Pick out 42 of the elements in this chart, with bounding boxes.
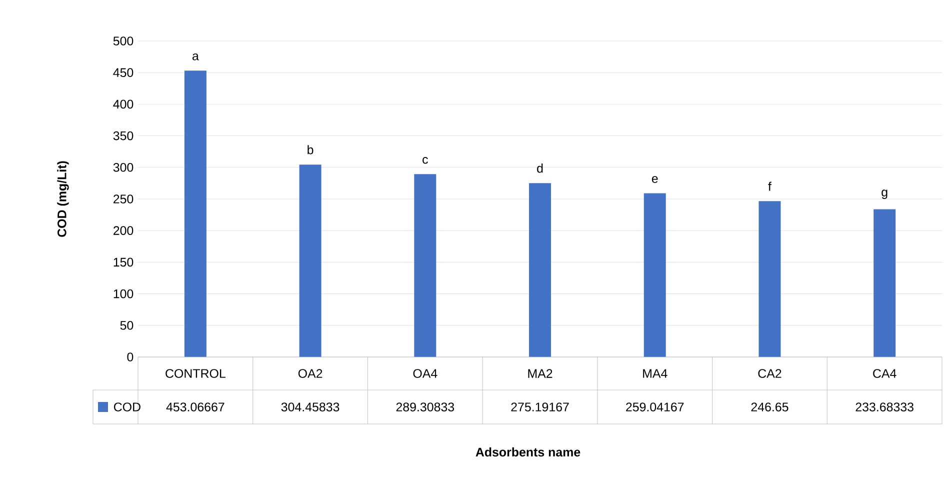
bar — [299, 164, 322, 357]
data-label: 453.06667 — [166, 402, 224, 412]
y-tick-label: 450 — [113, 68, 134, 77]
data-label: 289.30833 — [396, 402, 454, 412]
x-tick-label: CA2 — [758, 369, 782, 378]
y-tick-label: 350 — [113, 131, 134, 140]
data-label: 246.65 — [751, 402, 788, 412]
y-tick-label: 200 — [114, 226, 134, 235]
x-tick-label: CONTROL — [166, 369, 226, 378]
y-tick-label: 50 — [120, 320, 134, 330]
annotation: b — [308, 145, 314, 154]
bar — [414, 174, 436, 357]
x-tick-label: OA2 — [298, 369, 322, 378]
bar — [874, 209, 896, 357]
y-tick-label: 250 — [114, 194, 134, 204]
y-tick-label: 500 — [113, 36, 134, 46]
x-tick-label: MA2 — [528, 369, 552, 378]
y-tick-label: 400 — [113, 100, 134, 109]
annotation: f — [768, 182, 772, 191]
bar — [184, 70, 206, 357]
data-label: 275.19167 — [511, 402, 569, 412]
x-tick-label: OA4 — [413, 369, 438, 378]
y-tick-label: 150 — [114, 258, 134, 267]
annotation: c — [422, 156, 428, 164]
annotation: d — [537, 164, 543, 173]
bar — [529, 183, 552, 357]
x-tick-label: CA4 — [873, 369, 896, 378]
data-label: 304.45833 — [281, 402, 340, 412]
text: Adsorbents name — [476, 447, 580, 457]
y-tick-label: 300 — [113, 162, 134, 172]
y-tick-label: 100 — [114, 289, 134, 298]
data-label: 233.68333 — [856, 402, 914, 412]
y-axis-title: COD (mg/Lit) — [57, 161, 69, 237]
annotation: e — [652, 176, 658, 183]
bar — [644, 193, 666, 357]
x-tick-label: MA4 — [643, 369, 668, 378]
bar — [758, 201, 781, 357]
data-label: 259.04167 — [626, 402, 684, 412]
y-tick-label: 0 — [127, 352, 134, 362]
annotation: a — [192, 53, 199, 60]
annotation: g — [882, 190, 888, 199]
legend-label: COD — [114, 402, 140, 412]
